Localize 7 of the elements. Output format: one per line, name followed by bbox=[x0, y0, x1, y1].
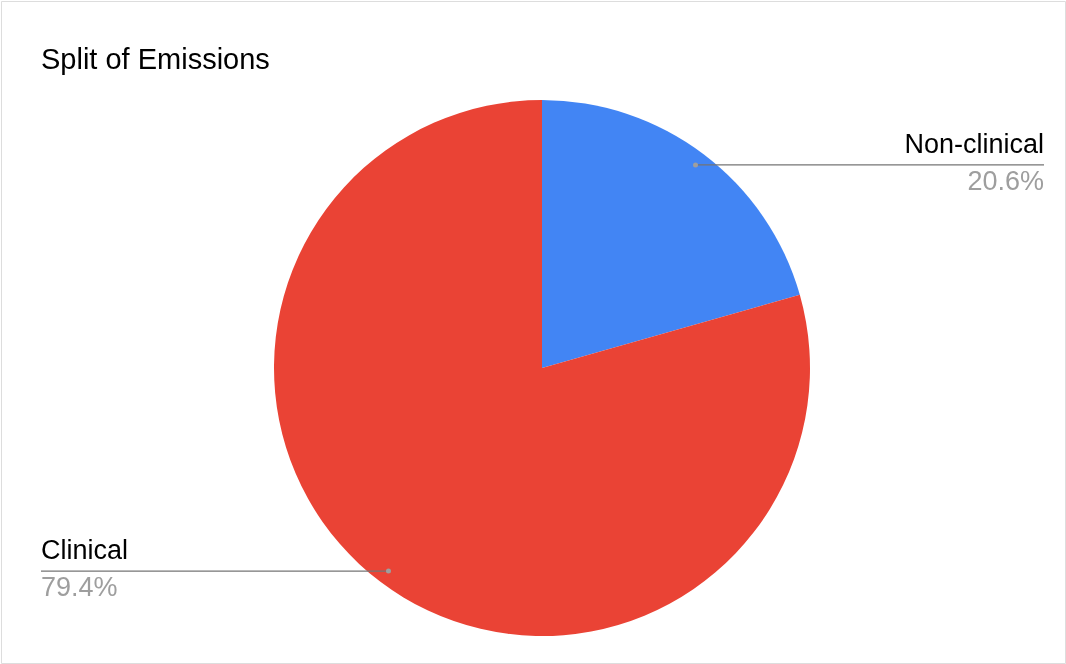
chart-title: Split of Emissions bbox=[41, 43, 270, 75]
slice-label: Non-clinical bbox=[904, 128, 1044, 159]
data-label: 79.4% bbox=[41, 572, 118, 603]
pie-slice bbox=[542, 100, 800, 368]
data-label: 20.6% bbox=[967, 165, 1044, 196]
pie-slice bbox=[274, 100, 810, 636]
slice-label: Clinical bbox=[41, 535, 129, 566]
